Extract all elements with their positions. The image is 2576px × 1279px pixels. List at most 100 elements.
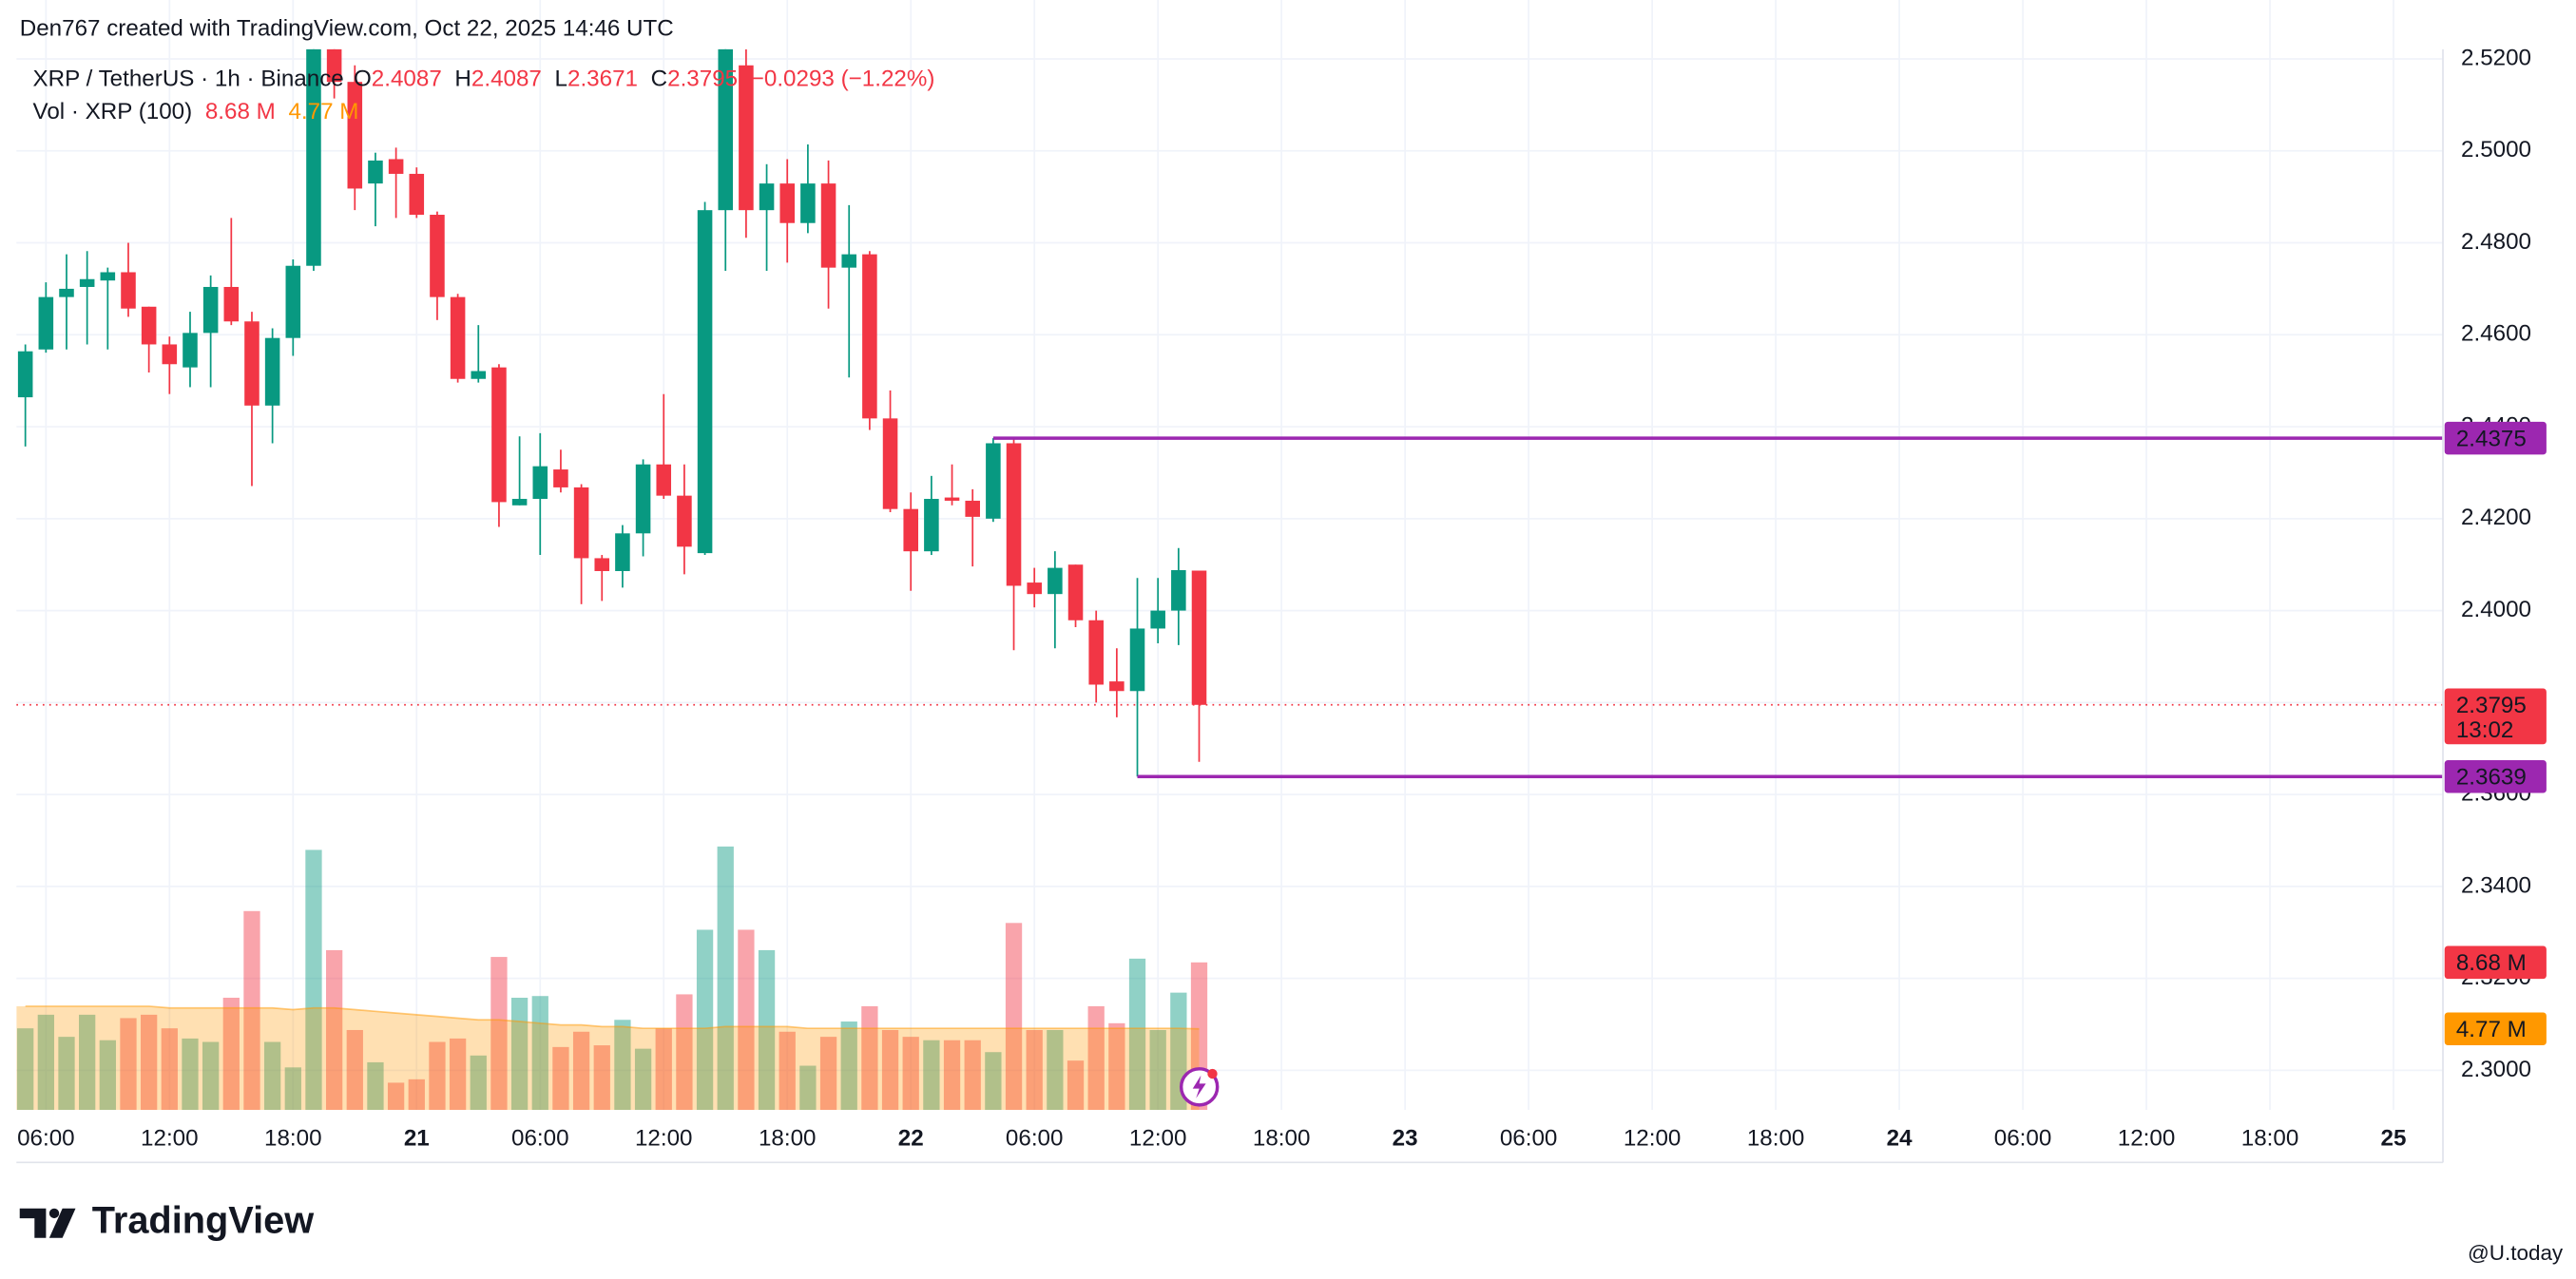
candle-body [79,278,95,287]
candle-body [1191,570,1207,705]
volume-bar [79,1014,96,1111]
volume-bar [1128,958,1146,1111]
candle-body [656,464,672,496]
volume-bar [470,1055,487,1111]
volume-bar [738,929,755,1111]
volume-ma-area [16,1005,1200,1111]
x-tick-label: 06:00 [1500,1126,1558,1152]
ohlc-letter: O [354,67,372,92]
x-tick-label: 06:00 [17,1126,75,1152]
candle-body [944,497,960,501]
candle-body [1150,610,1165,629]
volume-bar [222,998,240,1111]
candle-body [553,469,568,487]
volume-bar [1067,1060,1085,1111]
candle-body [511,499,528,506]
x-tick-label: 25 [2381,1126,2407,1152]
candle-body [59,288,74,297]
price-tag [2444,421,2547,455]
volume-bar [881,1029,899,1111]
volume-bar [1005,923,1023,1111]
candle-body [1067,564,1084,620]
last-price-label: 2.3795 [2456,693,2527,718]
volume-bar [614,1020,631,1111]
brand: TradingView [92,1200,314,1242]
y-tick-label: 2.5000 [2461,137,2531,162]
volume-bar [1108,1022,1125,1111]
volume-bar [923,1040,940,1111]
volume-bar [758,949,776,1111]
candle-body [264,337,280,406]
header: Den767 created with TradingView.com, Oct… [20,15,674,41]
x-tick-label: 18:00 [1747,1126,1805,1152]
ohlc-letter: H [454,67,471,92]
volume-bar [676,994,693,1111]
candle-body [430,215,445,297]
x-tick-label: 18:00 [1253,1126,1311,1152]
volume-bar [779,1031,796,1111]
alert-icon [1179,1067,1220,1107]
volume-bar [1026,1029,1043,1111]
volume-tag-label: 8.68 M [2456,950,2527,976]
legend-volume: Vol · XRP (100) 8.68 M 4.77 M [33,100,359,125]
last-price-tag [2444,688,2547,745]
volume-bar [141,1014,158,1111]
candle-body [1088,620,1104,685]
x-tick-label: 22 [898,1126,924,1152]
volume-ma-line [25,1005,1200,1030]
x-tick-label: 23 [1393,1126,1418,1152]
volume-ma-value: 4.77 M [288,100,358,125]
candle-body [183,333,198,368]
x-tick-label: 12:00 [141,1126,199,1152]
candle-body [986,443,1001,519]
candle-body [162,344,178,365]
candle-body [491,367,507,503]
volume-bar [346,1029,363,1111]
price-tag-label: 2.4375 [2456,426,2527,451]
volume-bar [799,1065,817,1111]
symbol: XRP / TetherUS · 1h · Binance [33,67,344,92]
candle-body [368,160,383,184]
legend-ohlc: XRP / TetherUS · 1h · Binance O2.4087 H2… [33,67,935,92]
overlays [16,436,2444,778]
volume-bar [449,1038,467,1111]
candle-body [635,464,651,534]
volume-bar [182,1038,199,1111]
volume-bar [387,1082,405,1111]
volume-bar [1149,1029,1166,1111]
candle-body [841,254,857,268]
volume-bar [367,1061,384,1111]
candle-body [697,210,713,554]
candle-body [759,183,775,211]
candle-body [347,82,363,189]
candle-body [965,500,980,517]
candle-body [1129,628,1145,692]
volume-value: 8.68 M [205,100,276,125]
volume-bar [305,849,322,1111]
volume-bar [490,957,508,1111]
candle-body [223,286,240,322]
grid [16,0,2444,1111]
x-tick-label: 12:00 [2118,1126,2176,1152]
candle-body [326,48,342,83]
candle-body [739,65,754,211]
candle-body [903,508,918,552]
candle-body [677,495,692,547]
candle-body [38,296,54,350]
y-tick-label: 2.4800 [2461,229,2531,255]
countdown: 13:02 [2456,717,2514,743]
ohlc-letter: L [555,67,567,92]
candle-body [800,183,816,223]
candle-body [779,183,796,223]
candle-body [820,183,836,268]
candle-body [450,296,466,379]
candle-body [141,306,157,345]
volume-bar [429,1041,446,1111]
candle-body [882,418,898,509]
high-value: 2.4087 [471,67,542,92]
volume-bar [655,1028,672,1111]
volume-bar [861,1005,878,1111]
